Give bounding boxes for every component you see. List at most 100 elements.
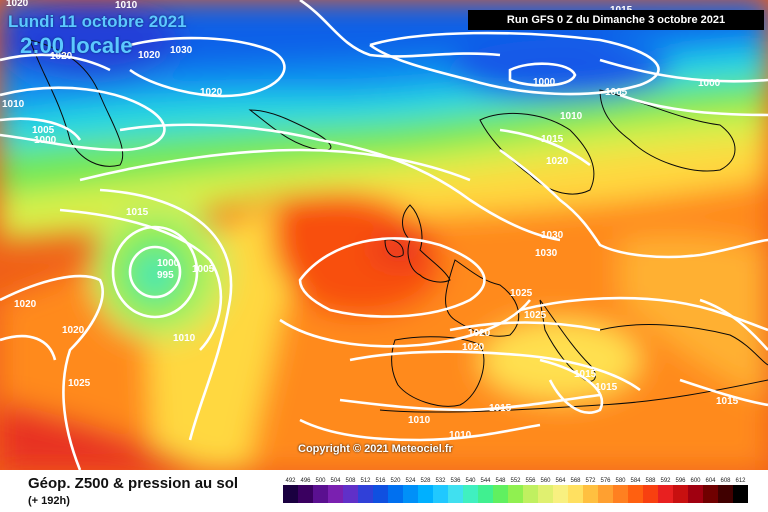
scale-tick-label: 588 [645, 478, 656, 484]
scale-swatch [283, 485, 298, 503]
scale-swatch [673, 485, 688, 503]
isobar-label: 1015 [489, 403, 512, 414]
isobar-label: 1030 [535, 248, 558, 259]
scale-swatch [358, 485, 373, 503]
scale-swatch [463, 485, 478, 503]
scale-swatch [508, 485, 523, 503]
scale-tick-label: 556 [525, 478, 536, 484]
isobar-label: 1010 [115, 0, 138, 11]
scale-swatch [613, 485, 628, 503]
scale-tick-label: 540 [465, 478, 476, 484]
scale-swatch [388, 485, 403, 503]
scale-swatch [553, 485, 568, 503]
scale-tick-label: 568 [570, 478, 581, 484]
scale-swatch [733, 485, 748, 503]
isobar-label: 1015 [595, 382, 618, 393]
scale-swatch [448, 485, 463, 503]
isobar-label: 1020 [468, 328, 491, 339]
isobar-label: 1015 [716, 396, 739, 407]
scale-swatch [583, 485, 598, 503]
isobar-label: 1015 [541, 134, 564, 145]
isobar-label: 1005 [605, 87, 628, 98]
isobar-label: 1025 [524, 310, 547, 321]
legend-bar: Géop. Z500 & pression au sol (+ 192h) 49… [0, 470, 768, 512]
isobar-label: 1020 [138, 50, 161, 61]
isobar-label: 1010 [408, 415, 431, 426]
scale-tick-label: 512 [360, 478, 371, 484]
isobar-label: 1020 [6, 0, 29, 9]
isobar-label: 1020 [462, 342, 485, 353]
scale-tick-label: 600 [690, 478, 701, 484]
scale-tick-label: 492 [285, 478, 296, 484]
scale-tick-label: 592 [660, 478, 671, 484]
scale-swatch [493, 485, 508, 503]
scale-swatch [328, 485, 343, 503]
scale-tick-label: 544 [480, 478, 491, 484]
isobar-label: 1020 [62, 325, 85, 336]
isobar-label: 1000 [34, 135, 57, 146]
scale-swatch [568, 485, 583, 503]
isobar-label: 1000 [157, 258, 180, 269]
isobar-label: 1020 [50, 51, 73, 62]
scale-swatch [628, 485, 643, 503]
scale-tick-label: 552 [510, 478, 521, 484]
scale-tick-label: 504 [330, 478, 341, 484]
scale-tick-label: 604 [705, 478, 716, 484]
scale-tick-label: 612 [735, 478, 746, 484]
scale-tick-label: 564 [555, 478, 566, 484]
isobar-label: 1000 [698, 78, 721, 89]
scale-tick-label: 580 [615, 478, 626, 484]
scale-tick-label: 608 [720, 478, 731, 484]
scale-swatch [523, 485, 538, 503]
scale-swatch [403, 485, 418, 503]
scale-swatch [718, 485, 733, 503]
isobar-label: 1020 [14, 299, 37, 310]
scale-swatch [703, 485, 718, 503]
model-run-info: Run GFS 0 Z du Dimanche 3 octobre 2021 [468, 10, 764, 30]
forecast-time: 2:00 locale [20, 33, 133, 58]
scale-tick-label: 520 [390, 478, 401, 484]
isobar-label: 1020 [546, 156, 569, 167]
isobar-label: 1025 [510, 288, 533, 299]
scale-tick-label: 572 [585, 478, 596, 484]
scale-tick-label: 496 [300, 478, 311, 484]
scale-tick-label: 528 [420, 478, 431, 484]
isobar-label: 1010 [173, 333, 196, 344]
scale-tick-label: 500 [315, 478, 326, 484]
scale-swatch [373, 485, 388, 503]
legend-title: Géop. Z500 & pression au sol [28, 475, 239, 492]
isobar-label: 1025 [68, 378, 91, 389]
scale-swatch [658, 485, 673, 503]
coastlines [29, 39, 768, 413]
forecast-date: Lundi 11 octobre 2021 [8, 12, 187, 31]
scale-tick-label: 532 [435, 478, 446, 484]
isobar-label: 1000 [533, 77, 556, 88]
isobar-label: 1020 [200, 87, 223, 98]
scale-swatch [538, 485, 553, 503]
scale-swatch [688, 485, 703, 503]
scale-tick-label: 536 [450, 478, 461, 484]
isobar-label: 1010 [449, 430, 472, 441]
scale-tick-label: 584 [630, 478, 641, 484]
scale-swatch [298, 485, 313, 503]
legend-forecast-hour: (+ 192h) [28, 495, 70, 507]
isobars [0, 0, 768, 470]
weather-map: 1020 1010 1020 1020 1030 1005 1000 1010 … [0, 0, 768, 470]
isobar-label: 1010 [560, 111, 583, 122]
scale-swatch [418, 485, 433, 503]
scale-swatch [643, 485, 658, 503]
scale-tick-label: 508 [345, 478, 356, 484]
scale-tick-label: 560 [540, 478, 551, 484]
isobar-label: 1015 [126, 207, 149, 218]
scale-swatch [343, 485, 358, 503]
isobar-label: 995 [157, 270, 174, 281]
geopotential-color-bands [0, 0, 768, 470]
isobar-label: 1005 [32, 125, 55, 136]
copyright-notice: Copyright © 2021 Meteociel.fr [298, 443, 453, 455]
scale-tick-label: 596 [675, 478, 686, 484]
scale-swatch [598, 485, 613, 503]
scale-tick-label: 516 [375, 478, 386, 484]
isobar-label: 1030 [541, 230, 564, 241]
color-scale: 492 496 500 504 508 512 516 520 524 528 532 536 540 5… [283, 478, 748, 503]
